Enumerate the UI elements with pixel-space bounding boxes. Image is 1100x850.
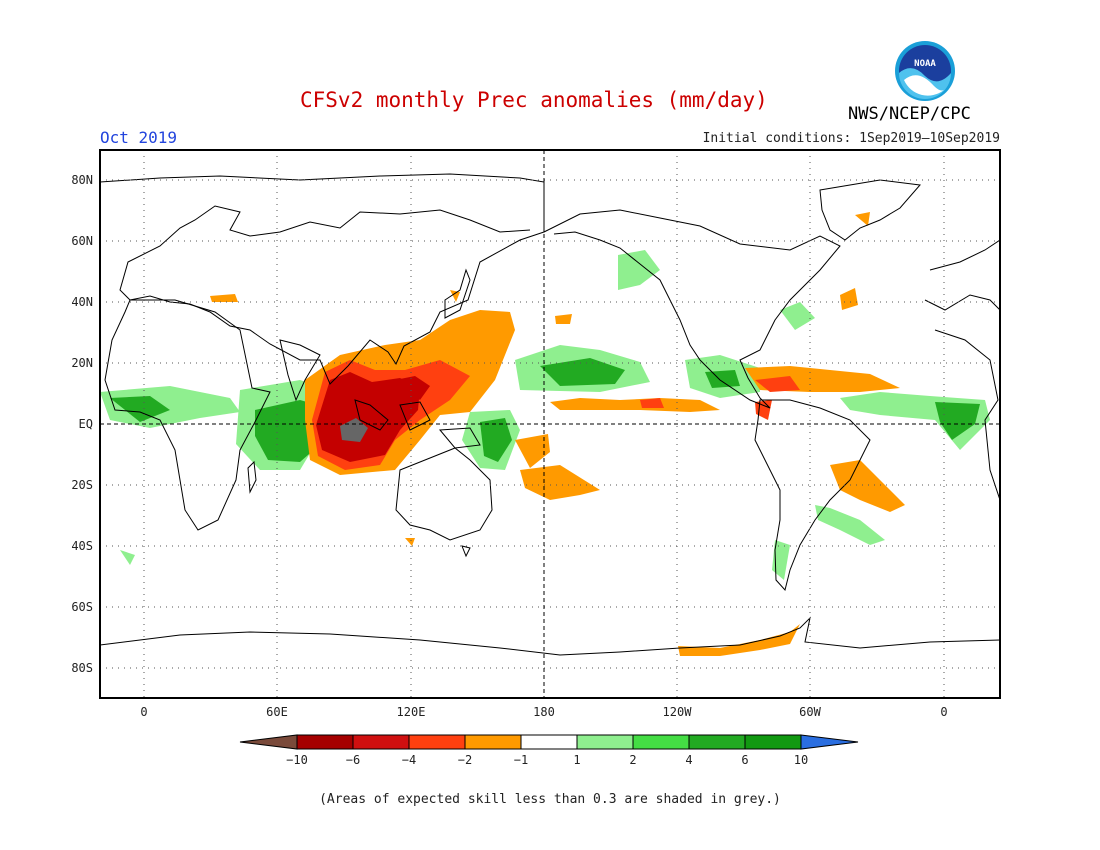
- skill-footnote: (Areas of expected skill less than 0.3 a…: [319, 792, 781, 807]
- lat-label: 80S: [71, 661, 93, 675]
- colorbar-label: −1: [514, 753, 528, 767]
- colorbar-swatch: [408, 734, 466, 750]
- colorbar-label: 10: [794, 753, 808, 767]
- colorbar-arrow-low: [239, 734, 298, 750]
- colorbar-legend: −10 −6 −4 −2 −1 1 2 4 6 10: [239, 734, 859, 767]
- lat-label: 60S: [71, 600, 93, 614]
- lon-label: 60W: [799, 705, 821, 719]
- logo-text: NOAA: [914, 59, 936, 69]
- colorbar-swatch: [296, 734, 354, 750]
- colorbar-label: −10: [286, 753, 308, 767]
- lon-label: 0: [940, 705, 947, 719]
- initial-conditions: Initial conditions: 1Sep2019–10Sep2019: [702, 131, 1000, 146]
- lon-gridlines: [143, 150, 945, 698]
- lon-label: 60E: [266, 705, 288, 719]
- colorbar-label: −4: [402, 753, 416, 767]
- colorbar-label: 6: [741, 753, 748, 767]
- colorbar-swatch: [744, 734, 802, 750]
- lat-label: 40N: [71, 295, 93, 309]
- noaa-logo: NOAA: [895, 41, 955, 101]
- lat-label: 20N: [71, 356, 93, 370]
- forecast-month: Oct 2019: [100, 128, 178, 147]
- lat-label: 80N: [71, 173, 93, 187]
- colorbar-swatch: [688, 734, 746, 750]
- map-border: [99, 149, 1001, 699]
- lat-label: 60N: [71, 234, 93, 248]
- lat-label: EQ: [79, 417, 93, 431]
- lon-axis-labels: 0 60E 120E 180 120W 60W 0: [140, 705, 947, 719]
- colorbar-label: 1: [573, 753, 580, 767]
- colorbar-swatch: [576, 734, 634, 750]
- lat-gridlines: [100, 179, 1000, 669]
- lon-label: 0: [140, 705, 147, 719]
- colorbar-arrow-high: [800, 734, 859, 750]
- colorbar-swatch: [352, 734, 410, 750]
- lat-label: 20S: [71, 478, 93, 492]
- lon-label: 120E: [397, 705, 426, 719]
- agency-label: NWS/NCEP/CPC: [848, 104, 971, 124]
- colorbar-swatch: [632, 734, 690, 750]
- colorbar-label: −6: [346, 753, 360, 767]
- colorbar-swatch: [520, 734, 578, 750]
- colorbar-label: 2: [629, 753, 636, 767]
- colorbar-swatch: [464, 734, 522, 750]
- lat-label: 40S: [71, 539, 93, 553]
- lon-label: 120W: [663, 705, 693, 719]
- colorbar-label: −2: [458, 753, 472, 767]
- map-title: CFSv2 monthly Prec anomalies (mm/day): [300, 88, 768, 112]
- lon-label: 180: [533, 705, 555, 719]
- colorbar-label: 4: [685, 753, 692, 767]
- lat-axis-labels: 80N 60N 40N 20N EQ 20S 40S 60S 80S: [71, 173, 93, 675]
